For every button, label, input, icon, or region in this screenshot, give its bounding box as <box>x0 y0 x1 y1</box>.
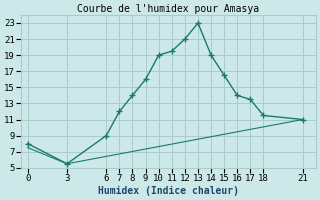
Title: Courbe de l'humidex pour Amasya: Courbe de l'humidex pour Amasya <box>77 4 260 14</box>
X-axis label: Humidex (Indice chaleur): Humidex (Indice chaleur) <box>98 186 239 196</box>
